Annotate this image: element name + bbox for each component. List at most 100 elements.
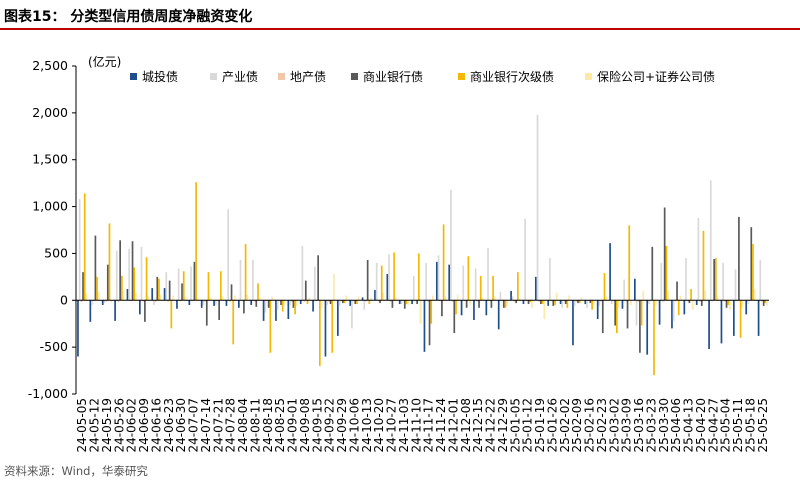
y-tick-label: 1,000 [32, 199, 68, 214]
bar [190, 266, 192, 301]
bar [462, 265, 465, 301]
bar [534, 276, 537, 301]
bar [115, 250, 118, 301]
x-tick-label: 24-08-04 [236, 398, 250, 452]
bar [214, 300, 217, 305]
bar [253, 300, 256, 302]
bar [204, 300, 206, 302]
bar [280, 300, 282, 305]
bar [135, 292, 137, 301]
legend-label: 商业银行债 [363, 69, 423, 84]
bar [547, 300, 550, 306]
bar [479, 275, 482, 301]
bar [734, 269, 737, 301]
legend-label: 保险公司+证券公司债 [597, 69, 715, 84]
bar [633, 278, 636, 301]
bar [616, 300, 618, 334]
bar [176, 300, 178, 309]
bar [450, 189, 452, 301]
bar [370, 297, 372, 301]
bar [741, 300, 744, 308]
bar [287, 300, 290, 320]
bar [536, 114, 539, 301]
bar [473, 300, 475, 320]
bar [205, 300, 208, 326]
bar [329, 300, 332, 305]
x-tick-label: 24-10-06 [347, 398, 361, 452]
bar [671, 300, 673, 329]
x-tick-label: 24-06-16 [149, 398, 163, 452]
bar [232, 300, 235, 345]
bar [255, 300, 258, 307]
bar [577, 300, 579, 304]
x-tick-label: 25-04-13 [682, 398, 696, 452]
bar [333, 274, 335, 301]
bar [138, 300, 141, 315]
bar [637, 300, 640, 302]
bar [702, 230, 705, 301]
bar [524, 218, 526, 301]
bar [695, 300, 698, 305]
bar [640, 300, 643, 326]
bar [469, 300, 471, 305]
legend-swatch [351, 73, 358, 80]
legend-label: 产业债 [222, 70, 258, 84]
bar [345, 295, 348, 301]
bar [460, 300, 463, 316]
bar [181, 283, 183, 301]
bar [105, 300, 107, 302]
bar [511, 296, 514, 301]
legend-label: 商业银行次级债 [470, 69, 554, 84]
bar [430, 300, 433, 324]
bar [658, 300, 661, 325]
bar [517, 272, 519, 301]
bar [478, 300, 480, 308]
bar [264, 300, 267, 313]
bar [225, 300, 228, 306]
x-tick-label: 25-05-04 [719, 398, 733, 452]
x-tick-label: 25-02-23 [595, 398, 609, 452]
bar [529, 300, 532, 303]
bar [610, 300, 613, 305]
bar [320, 300, 323, 308]
x-axis: 24-05-0524-05-1224-05-1924-05-2624-06-02… [75, 299, 770, 452]
bar [766, 300, 768, 306]
bar [96, 276, 98, 301]
bar [561, 300, 564, 308]
bar [428, 300, 431, 346]
bar [485, 300, 488, 316]
bar [663, 207, 666, 301]
x-tick-label: 25-03-16 [632, 398, 646, 452]
bar [122, 290, 125, 301]
bar [759, 259, 762, 301]
bar [554, 300, 556, 305]
bar [407, 300, 410, 305]
bar [444, 296, 447, 301]
bar [386, 274, 389, 301]
x-tick-label: 25-03-30 [657, 398, 671, 452]
bar [221, 296, 224, 301]
y-tick-label: 2,000 [32, 105, 68, 120]
bar [568, 295, 570, 301]
bar [382, 292, 385, 301]
bar [121, 275, 123, 301]
bar [213, 300, 215, 306]
x-tick-label: 24-06-09 [137, 398, 151, 452]
bar [709, 180, 712, 301]
legend-swatch [278, 73, 285, 80]
bar [660, 262, 663, 301]
bar [745, 300, 748, 315]
bar [292, 300, 295, 308]
bar [724, 300, 726, 302]
bar [172, 295, 174, 301]
bar [697, 217, 700, 301]
source-note: 资料来源：Wind，华泰研究 [4, 464, 148, 478]
bar [667, 290, 669, 301]
bar [326, 300, 328, 305]
y-tick-label: 500 [44, 245, 68, 260]
x-tick-label: 24-12-08 [459, 398, 473, 452]
bar [289, 300, 291, 305]
x-tick-label: 24-09-01 [286, 398, 300, 452]
bar [691, 300, 694, 310]
bar [89, 300, 92, 322]
